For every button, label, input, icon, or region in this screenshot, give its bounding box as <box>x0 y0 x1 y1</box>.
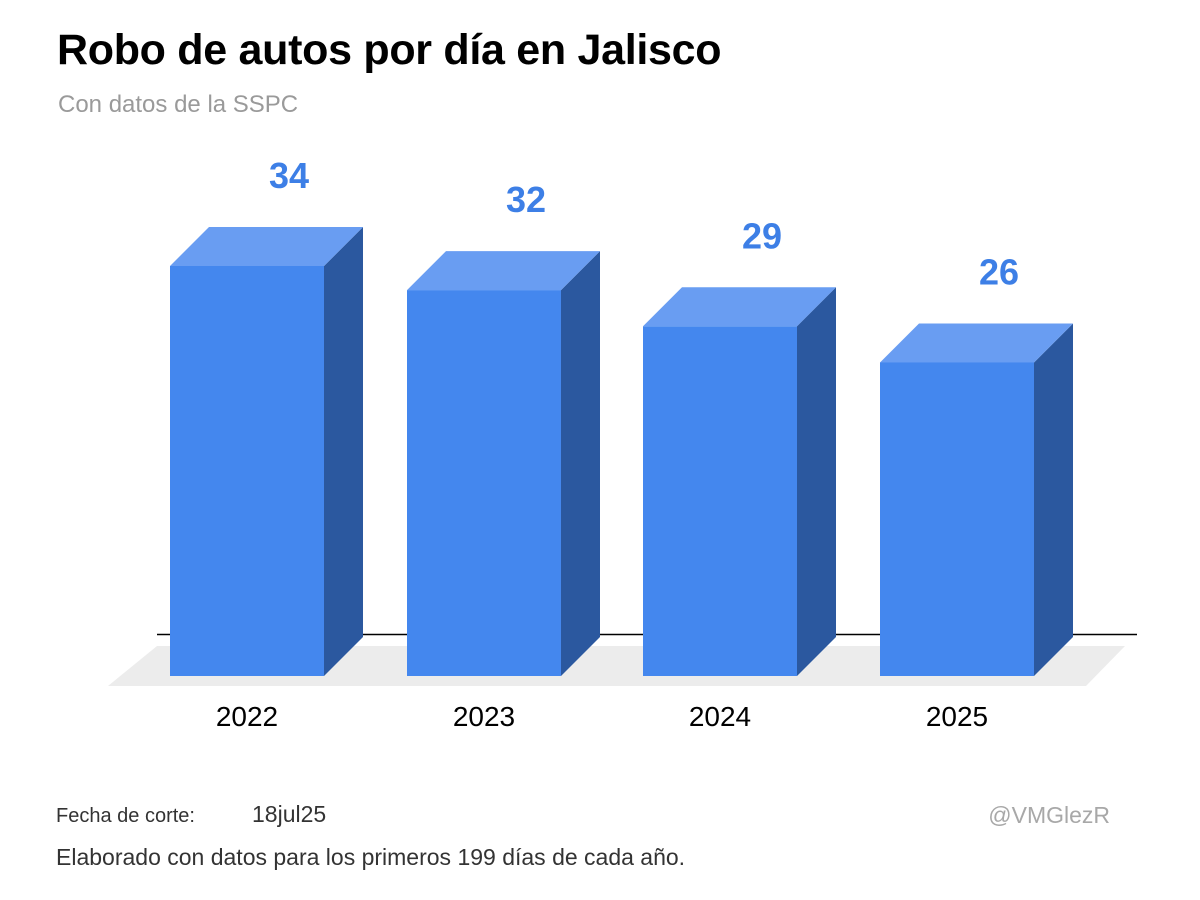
bar-side-2025 <box>1034 323 1073 676</box>
value-label-2023: 32 <box>506 179 546 220</box>
bar-2025 <box>880 362 1034 676</box>
bar-top-2022 <box>170 227 363 266</box>
bar-side-2024 <box>797 287 836 676</box>
bar-side-2022 <box>324 227 363 676</box>
chart-title: Robo de autos por día en Jalisco <box>57 26 722 74</box>
value-label-2025: 26 <box>979 251 1019 292</box>
author-credit: @VMGlezR <box>988 802 1110 828</box>
bar-side-2023 <box>561 251 600 676</box>
x-tick-label-2025: 2025 <box>926 701 988 732</box>
cutoff-date-label: Fecha de corte: <box>56 805 195 827</box>
x-tick-label-2024: 2024 <box>689 701 751 732</box>
bar-2022 <box>170 266 324 676</box>
bar-2024 <box>643 326 797 676</box>
bar-top-2025 <box>880 323 1073 363</box>
chart-subtitle: Con datos de la SSPC <box>58 91 299 118</box>
bar-top-2024 <box>643 287 836 327</box>
bar-top-2023 <box>407 251 600 291</box>
chart-floor <box>108 646 1125 686</box>
value-label-2024: 29 <box>742 215 782 256</box>
x-tick-label-2023: 2023 <box>453 701 515 732</box>
x-tick-label-2022: 2022 <box>216 701 278 732</box>
bar-2023 <box>407 290 561 676</box>
value-label-2022: 34 <box>269 155 309 196</box>
data-note: Elaborado con datos para los primeros 19… <box>56 844 686 870</box>
cutoff-date-value: 18jul25 <box>252 801 327 827</box>
